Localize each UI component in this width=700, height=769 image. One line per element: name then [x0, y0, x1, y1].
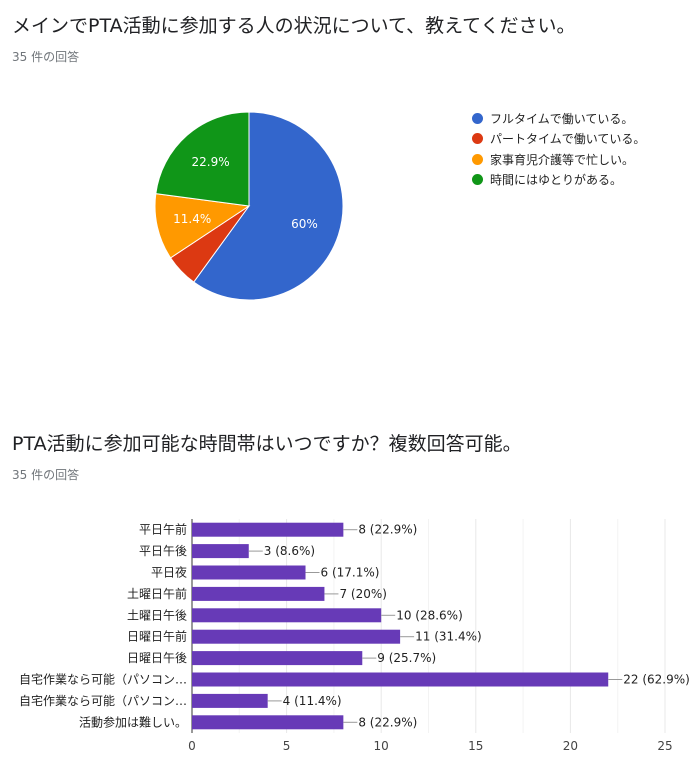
pie-chart: 60% 11.4% 22.9% — [154, 111, 344, 301]
bar-9 — [192, 715, 344, 730]
x-tick-label-3: 15 — [468, 739, 483, 753]
category-label-4: 土曜日午後 — [127, 608, 187, 622]
question-1-title: メインでPTA活動に参加する人の状況について、教えてください。 — [12, 15, 576, 37]
bar-4 — [192, 608, 382, 623]
legend-item-3: 時間にはゆとりがある。 — [472, 170, 645, 191]
data-label-5: 11 (31.4%) — [415, 630, 482, 644]
legend-label-0: フルタイムで働いている。 — [490, 111, 634, 126]
bar-5 — [192, 629, 401, 644]
pie-slice-label-3: 22.9% — [192, 155, 230, 169]
pie-slice-0 — [193, 111, 344, 301]
bar-7 — [192, 672, 609, 687]
legend-item-0: フルタイムで働いている。 — [472, 108, 645, 129]
legend-swatch-1 — [472, 133, 483, 145]
data-label-3: 7 (20%) — [339, 587, 386, 601]
x-tick-label-4: 20 — [563, 739, 578, 753]
data-label-4: 10 (28.6%) — [396, 608, 463, 622]
pie-legend: フルタイムで働いている。 パートタイムで働いている。 家事育児介護等で忙しい。 時間に… — [472, 108, 645, 190]
x-tick-label-1: 5 — [283, 739, 291, 753]
legend-label-1: パートタイムで働いている。 — [490, 132, 646, 147]
bar-8 — [192, 693, 268, 708]
pie-slice-label-2: 11.4% — [173, 212, 211, 226]
pie-slice-3 — [155, 111, 250, 207]
data-label-8: 4 (11.4%) — [283, 694, 342, 708]
legend-swatch-2 — [472, 153, 483, 165]
data-label-1: 3 (8.6%) — [264, 544, 315, 558]
data-label-9: 8 (22.9%) — [358, 715, 417, 729]
bar-2 — [192, 565, 306, 580]
question-1-response-count: 35 件の回答 — [12, 50, 80, 64]
x-tick-label-2: 10 — [374, 739, 389, 753]
question-2-title: PTA活動に参加可能な時間帯はいつですか？複数回答可能。 — [12, 433, 522, 455]
bar-1 — [192, 544, 249, 559]
question-2-response-count: 35 件の回答 — [12, 468, 80, 482]
category-label-3: 土曜日午前 — [127, 586, 187, 601]
x-tick-label-5: 25 — [657, 739, 672, 753]
bar-0 — [192, 522, 344, 537]
category-label-0: 平日午前 — [139, 522, 187, 537]
data-label-0: 8 (22.9%) — [358, 523, 417, 537]
category-label-8: 自宅作業なら可能（パソコン… — [19, 693, 187, 708]
legend-label-2: 家事育児介護等で忙しい。 — [490, 152, 635, 167]
data-label-7: 22 (62.9%) — [623, 673, 690, 687]
pie-slice-2 — [154, 193, 251, 259]
category-label-9: 活動参加は難しい。 — [79, 714, 187, 729]
data-label-2: 6 (17.1%) — [321, 566, 380, 580]
category-label-2: 平日夜 — [151, 565, 187, 580]
legend-item-1: パートタイムで働いている。 — [472, 129, 645, 150]
legend-swatch-0 — [472, 112, 483, 124]
legend-item-2: 家事育児介護等で忙しい。 — [472, 149, 645, 170]
x-tick-label-0: 0 — [188, 739, 196, 753]
bar-6 — [192, 651, 363, 666]
category-label-5: 日曜日午前 — [127, 629, 187, 644]
data-label-6: 9 (25.7%) — [377, 651, 436, 665]
legend-label-3: 時間にはゆとりがある。 — [490, 173, 623, 188]
legend-swatch-3 — [472, 174, 483, 186]
category-label-6: 日曜日午後 — [127, 651, 187, 665]
bar-3 — [192, 586, 325, 601]
category-label-1: 平日午後 — [139, 544, 187, 558]
pie-slice-label-0: 60% — [291, 217, 318, 231]
category-label-7: 自宅作業なら可能（パソコン… — [19, 672, 187, 687]
